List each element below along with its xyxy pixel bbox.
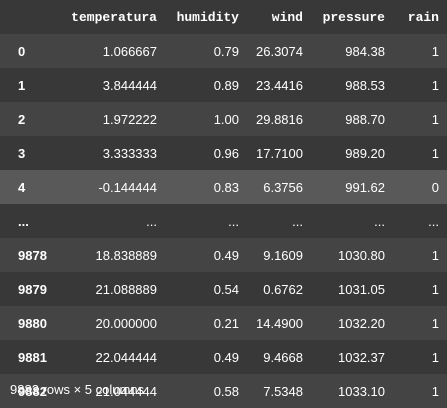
cell-rain: 0 [431, 179, 439, 195]
cell-rain: 1 [431, 43, 439, 59]
cell-rain: 1 [431, 315, 439, 331]
cell-wind: 29.8816 [256, 111, 303, 127]
cell-wind: 23.4416 [256, 77, 303, 93]
cell-pressure: 989.20 [345, 145, 385, 161]
cell-humidity: 0.83 [213, 179, 239, 195]
cell-humidity: 1.00 [213, 111, 239, 127]
cell-temperatura: 1.972222 [102, 111, 157, 127]
table-row: 9881 22.044444 0.49 9.4668 1032.37 1 [0, 340, 447, 374]
cell-rain: 1 [431, 349, 439, 365]
cell-rain: 1 [431, 383, 439, 399]
row-index-cell: 9879 [18, 281, 47, 297]
cell-pressure: 1032.20 [338, 315, 385, 331]
row-index-cell: 2 [18, 111, 26, 127]
row-index-cell: 3 [18, 145, 26, 161]
table-row: 9879 21.088889 0.54 0.6762 1031.05 1 [0, 272, 447, 306]
cell-rain: 1 [431, 111, 439, 127]
cell-wind: 17.7100 [256, 145, 303, 161]
cell-temperatura: 22.044444 [95, 349, 157, 365]
cell-pressure: 1033.10 [338, 383, 385, 399]
cell-rain: 1 [431, 281, 439, 297]
table-row: 2 1.972222 1.00 29.8816 988.70 1 [0, 102, 447, 136]
cell-humidity: 0.89 [213, 77, 239, 93]
cell-rain: 1 [431, 247, 439, 263]
cell-pressure: 1031.05 [338, 281, 385, 297]
cell-wind: 9.1609 [263, 247, 303, 263]
cell-rain: ... [428, 213, 439, 229]
column-header-humidity: humidity [176, 9, 239, 25]
table-row: 9878 18.838889 0.49 9.1609 1030.80 1 [0, 238, 447, 272]
index-column-header [0, 0, 54, 34]
row-index-cell: ... [18, 213, 29, 229]
cell-temperatura: 21.044444 [95, 383, 157, 399]
cell-pressure: ... [374, 213, 385, 229]
cell-rain: 1 [431, 145, 439, 161]
cell-temperatura: 21.088889 [95, 281, 157, 297]
cell-rain: 1 [431, 77, 439, 93]
cell-temperatura: 3.333333 [102, 145, 157, 161]
table-row: 1 3.844444 0.89 23.4416 988.53 1 [0, 68, 447, 102]
table-row: .................. [0, 204, 447, 238]
table-row: 0 1.066667 0.79 26.3074 984.38 1 [0, 34, 447, 68]
cell-wind: 9.4668 [263, 349, 303, 365]
column-header-temperatura: temperatura [71, 9, 157, 25]
cell-humidity: ... [228, 213, 239, 229]
cell-humidity: 0.58 [213, 383, 239, 399]
cell-pressure: 991.62 [345, 179, 385, 195]
cell-temperatura: 20.000000 [95, 315, 157, 331]
row-index-cell: 1 [18, 77, 26, 93]
cell-humidity: 0.79 [213, 43, 239, 59]
cell-temperatura: 3.844444 [102, 77, 157, 93]
cell-humidity: 0.49 [213, 349, 239, 365]
cell-wind: 26.3074 [256, 43, 303, 59]
cell-pressure: 988.70 [345, 111, 385, 127]
cell-humidity: 0.54 [213, 281, 239, 297]
column-header-pressure: pressure [322, 9, 385, 25]
table-row: 3 3.333333 0.96 17.7100 989.20 1 [0, 136, 447, 170]
cell-humidity: 0.96 [213, 145, 239, 161]
column-header-wind: wind [271, 9, 303, 25]
cell-wind: 14.4900 [256, 315, 303, 331]
cell-temperatura: 1.066667 [102, 43, 157, 59]
shape-summary: 9883 rows × 5 columns [10, 382, 145, 397]
cell-temperatura: ... [146, 213, 157, 229]
row-index-cell: 4 [18, 179, 26, 195]
table-row: 9880 20.000000 0.21 14.4900 1032.20 1 [0, 306, 447, 340]
table-row: 9882 21.044444 0.58 7.5348 1033.10 1 [0, 374, 447, 408]
row-index-cell: 0 [18, 43, 26, 59]
table-body: 0 1.066667 0.79 26.3074 984.38 1 1 3.844444 0.89… [0, 34, 447, 408]
cell-wind: ... [292, 213, 303, 229]
cell-pressure: 1030.80 [338, 247, 385, 263]
cell-humidity: 0.49 [213, 247, 239, 263]
cell-pressure: 1032.37 [338, 349, 385, 365]
cell-humidity: 0.21 [213, 315, 239, 331]
row-index-cell: 9878 [18, 247, 47, 263]
row-index-cell: 9880 [18, 315, 47, 331]
cell-temperatura: 18.838889 [95, 247, 157, 263]
cell-wind: 7.5348 [263, 383, 303, 399]
cell-pressure: 988.53 [345, 77, 385, 93]
cell-wind: 6.3756 [263, 179, 303, 195]
column-header-rain: rain [407, 9, 439, 25]
row-index-cell: 9881 [18, 349, 47, 365]
table-header: temperatura humidity wind pressure rain [0, 0, 447, 34]
cell-pressure: 984.38 [345, 43, 385, 59]
cell-wind: 0.6762 [263, 281, 303, 297]
table-row: 4 -0.144444 0.83 6.3756 991.62 0 [0, 170, 447, 204]
cell-temperatura: -0.144444 [98, 179, 157, 195]
row-index-cell: 9882 [18, 383, 47, 399]
header-row: temperatura humidity wind pressure rain [0, 0, 447, 34]
